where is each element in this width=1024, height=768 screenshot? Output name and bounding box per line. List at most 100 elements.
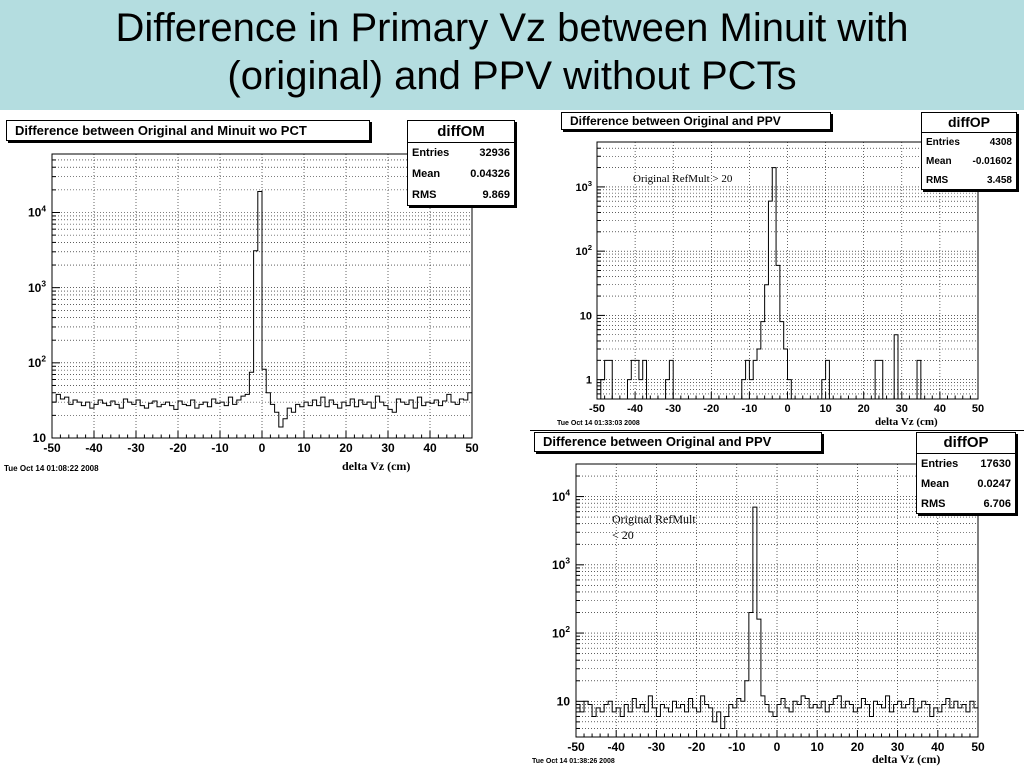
stats-row-rms: RMS 6.706 [917, 494, 1015, 514]
x-tick-label: 50 [971, 740, 985, 754]
stats-box: diffOM Entries 32936 Mean 0.04326 RMS 9.869 [407, 120, 515, 206]
y-tick-label: 10 [580, 310, 592, 322]
slide-title: Difference in Primary Vz between Minuit … [0, 4, 1024, 100]
x-tick-label: 40 [423, 441, 437, 455]
title-band [0, 0, 1024, 110]
x-tick-label: -30 [665, 403, 681, 415]
y-tick-label: 104 [552, 487, 570, 503]
x-tick-label: -30 [648, 740, 666, 754]
grid [597, 142, 978, 399]
y-tick-label: 1 [586, 375, 592, 387]
timestamp: Tue Oct 14 01:08:22 2008 [4, 464, 99, 473]
stats-row-entries: Entries 17630 [917, 454, 1015, 474]
x-tick-label: 40 [934, 403, 946, 415]
histogram-plot-diffOP-below20: -50 -40 -30 -20 -10 0 10 20 30 40 50 10 102 103 104 [552, 463, 985, 754]
stats-rms-value: 3.458 [986, 175, 1012, 186]
x-tick-label: -50 [589, 403, 605, 415]
timestamp: Tue Oct 14 01:38:26 2008 [532, 758, 615, 765]
stats-mean-value: 0.04326 [470, 168, 510, 180]
annotation-refmult-below-20: Original RefMult < 20 [612, 512, 696, 542]
histogram-title: Difference between Original and PPV [534, 432, 822, 452]
y-tick-label: 10 [557, 695, 571, 709]
stats-mean-value: 0.0247 [977, 478, 1011, 490]
x-tick-label: 50 [972, 403, 984, 415]
histogram-title: Difference between Original and PPV [561, 112, 831, 130]
stats-rms-value: 6.706 [983, 498, 1011, 510]
grid [576, 464, 978, 737]
x-tick-label: 40 [931, 740, 945, 754]
panel-divider [530, 430, 1024, 431]
slide-title-line2: (original) and PPV without PCTs [227, 54, 797, 98]
histogram-title: Difference between Original and Minuit w… [6, 120, 370, 141]
stats-mean-label: Mean [926, 156, 952, 167]
stats-mean-value: -0.01602 [972, 156, 1012, 167]
x-tick-label: 10 [297, 441, 311, 455]
stats-row-mean: Mean 0.0247 [917, 474, 1015, 494]
stats-entries-value: 32936 [479, 147, 510, 159]
stats-box: diffOP Entries 4308 Mean -0.01602 RMS 3.458 [921, 112, 1017, 190]
timestamp: Tue Oct 14 01:33:03 2008 [557, 420, 640, 427]
x-axis: -50 -40 -30 -20 -10 0 10 20 30 40 50 [43, 431, 479, 455]
y-tick-label: 10 [33, 431, 47, 445]
stats-row-rms: RMS 3.458 [922, 171, 1016, 190]
y-axis: 1 10 102 103 [575, 141, 605, 400]
annotation-refmult-above-20: Original RefMult > 20 [633, 173, 733, 185]
stats-rms-value: 9.869 [482, 189, 510, 201]
stats-box: diffOP Entries 17630 Mean 0.0247 RMS 6.706 [916, 432, 1016, 514]
y-axis: 10 102 103 104 [552, 463, 584, 738]
y-tick-label: 102 [28, 354, 46, 370]
x-tick-label: -10 [728, 740, 746, 754]
stats-mean-label: Mean [921, 478, 950, 490]
stats-entries-label: Entries [412, 147, 450, 159]
x-tick-label: -20 [688, 740, 706, 754]
x-tick-label: -20 [703, 403, 719, 415]
x-tick-label: 10 [819, 403, 831, 415]
x-tick-label: 50 [465, 441, 479, 455]
x-tick-label: 30 [891, 740, 905, 754]
x-axis: -50 -40 -30 -20 -10 0 10 20 30 40 50 [589, 392, 984, 415]
y-tick-label: 104 [28, 203, 46, 219]
histogram-panel-diffOP-below20: -50 -40 -30 -20 -10 0 10 20 30 40 50 10 102 103 104 Di… [530, 432, 1024, 768]
x-tick-label: -30 [127, 441, 145, 455]
histogram-line [576, 506, 978, 729]
stats-mean-label: Mean [412, 168, 441, 180]
y-axis: 10 102 103 104 [28, 153, 60, 445]
y-tick-label: 103 [575, 179, 592, 194]
stats-rms-label: RMS [921, 498, 946, 510]
x-tick-label: 0 [774, 740, 781, 754]
y-tick-label: 103 [552, 556, 570, 572]
stats-entries-label: Entries [921, 458, 959, 470]
stats-name: diffOM [408, 121, 514, 143]
stats-name: diffOP [917, 433, 1015, 454]
y-tick-label: 103 [28, 278, 46, 294]
x-tick-label: -40 [608, 740, 626, 754]
x-tick-label: 20 [858, 403, 870, 415]
x-tick-label: 30 [896, 403, 908, 415]
x-tick-label: -10 [211, 441, 229, 455]
x-axis-label: delta Vz (cm) [342, 459, 411, 473]
x-tick-label: -40 [627, 403, 643, 415]
slide-title-line1: Difference in Primary Vz between Minuit … [115, 6, 909, 50]
stats-row-mean: Mean -0.01602 [922, 152, 1016, 171]
histogram-panel-diffOM: -50 -40 -30 -20 -10 0 10 20 30 40 50 10 102 103 104 Di… [0, 112, 522, 480]
stats-name: diffOP [922, 113, 1016, 133]
x-tick-label: -50 [43, 441, 61, 455]
y-tick-label: 102 [575, 243, 592, 258]
stats-row-mean: Mean 0.04326 [408, 164, 514, 185]
x-tick-label: 10 [811, 740, 825, 754]
histogram-panel-diffOP-above20: -50 -40 -30 -20 -10 0 10 20 30 40 50 1 10 102 103 Diff… [555, 110, 1024, 432]
x-tick-label: 30 [381, 441, 395, 455]
stats-entries-label: Entries [926, 137, 960, 148]
stats-row-entries: Entries 32936 [408, 143, 514, 164]
stats-entries-value: 4308 [989, 137, 1012, 148]
x-axis-label: delta Vz (cm) [872, 752, 941, 766]
x-axis: -50 -40 -30 -20 -10 0 10 20 30 40 50 [567, 730, 985, 754]
x-tick-label: 20 [851, 740, 865, 754]
x-axis-label: delta Vz (cm) [875, 416, 938, 428]
histogram-plot-diffOM: -50 -40 -30 -20 -10 0 10 20 30 40 50 10 102 103 104 [28, 153, 479, 455]
x-tick-label: -10 [741, 403, 757, 415]
stats-entries-value: 17630 [980, 458, 1011, 470]
stats-rms-label: RMS [926, 175, 949, 186]
x-tick-label: 0 [259, 441, 266, 455]
stats-row-rms: RMS 9.869 [408, 185, 514, 206]
